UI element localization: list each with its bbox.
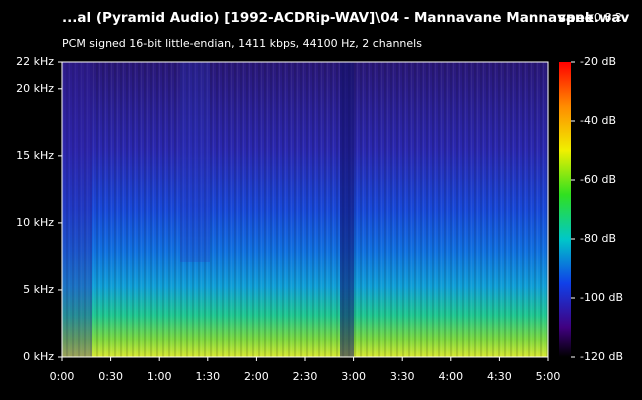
- x-tick-label: 2:30: [293, 370, 318, 383]
- y-tick-label: 5 kHz: [23, 283, 54, 296]
- x-tick-label: 0:00: [50, 370, 75, 383]
- colorbar-tick-label: -120 dB: [580, 350, 623, 363]
- colorbar-tick-label: -100 dB: [580, 291, 623, 304]
- colorbar-tick-label: -40 dB: [580, 114, 616, 127]
- x-tick-label: 4:30: [487, 370, 512, 383]
- y-tick-label: 22 kHz: [16, 55, 54, 68]
- colorbar-tick-label: -60 dB: [580, 173, 616, 186]
- color-bar: [559, 62, 571, 357]
- colorbar-tick-label: -80 dB: [580, 232, 616, 245]
- spectrogram: [61, 61, 549, 358]
- app-name: spek: [558, 10, 595, 26]
- app-version: 0.8.2: [594, 11, 622, 24]
- y-tick-label: 10 kHz: [16, 216, 54, 229]
- y-tick-label: 20 kHz: [16, 82, 54, 95]
- x-tick-label: 4:00: [438, 370, 463, 383]
- colorbar-tick-label: -20 dB: [580, 55, 616, 68]
- subtitle: PCM signed 16-bit little-endian, 1411 kb…: [62, 37, 422, 50]
- y-tick-label: 15 kHz: [16, 149, 54, 162]
- x-tick-label: 3:00: [341, 370, 366, 383]
- x-tick-label: 1:00: [147, 370, 172, 383]
- x-tick-label: 5:00: [536, 370, 561, 383]
- x-tick-label: 1:30: [195, 370, 220, 383]
- x-tick-label: 0:30: [98, 370, 123, 383]
- y-tick-label: 0 kHz: [23, 350, 54, 363]
- x-tick-label: 3:30: [390, 370, 415, 383]
- x-tick-label: 2:00: [244, 370, 269, 383]
- title: ...al (Pyramid Audio) [1992-ACDRip-WAV]\…: [62, 10, 630, 26]
